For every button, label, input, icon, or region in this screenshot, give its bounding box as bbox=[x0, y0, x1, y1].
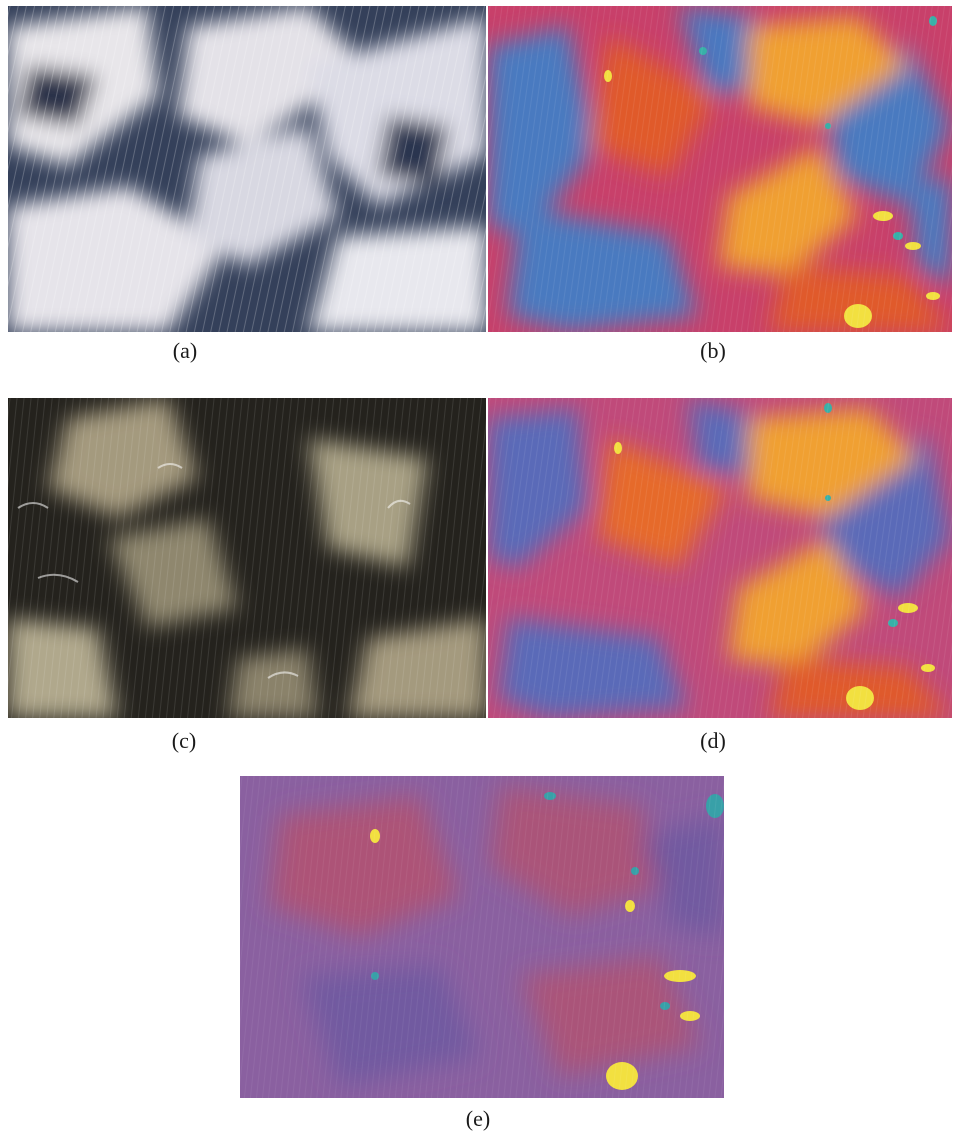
micrograph-image-a bbox=[8, 6, 486, 332]
panel-caption-a: (a) bbox=[172, 338, 198, 363]
micrograph-image-b bbox=[488, 6, 952, 332]
panel-caption-c: (c) bbox=[171, 728, 197, 753]
micrograph-image-e bbox=[240, 776, 724, 1098]
micrograph-image-d bbox=[488, 398, 952, 718]
micrograph-panel-e bbox=[240, 776, 724, 1098]
micrograph-image-c bbox=[8, 398, 486, 718]
micrograph-panel-c bbox=[8, 398, 486, 718]
micrograph-panel-a bbox=[8, 6, 486, 332]
panel-caption-b: (b) bbox=[700, 338, 726, 363]
panel-caption-e: (e) bbox=[465, 1106, 491, 1131]
micrograph-panel-b bbox=[488, 6, 952, 332]
panel-caption-d: (d) bbox=[700, 728, 726, 753]
micrograph-panel-d bbox=[488, 398, 952, 718]
